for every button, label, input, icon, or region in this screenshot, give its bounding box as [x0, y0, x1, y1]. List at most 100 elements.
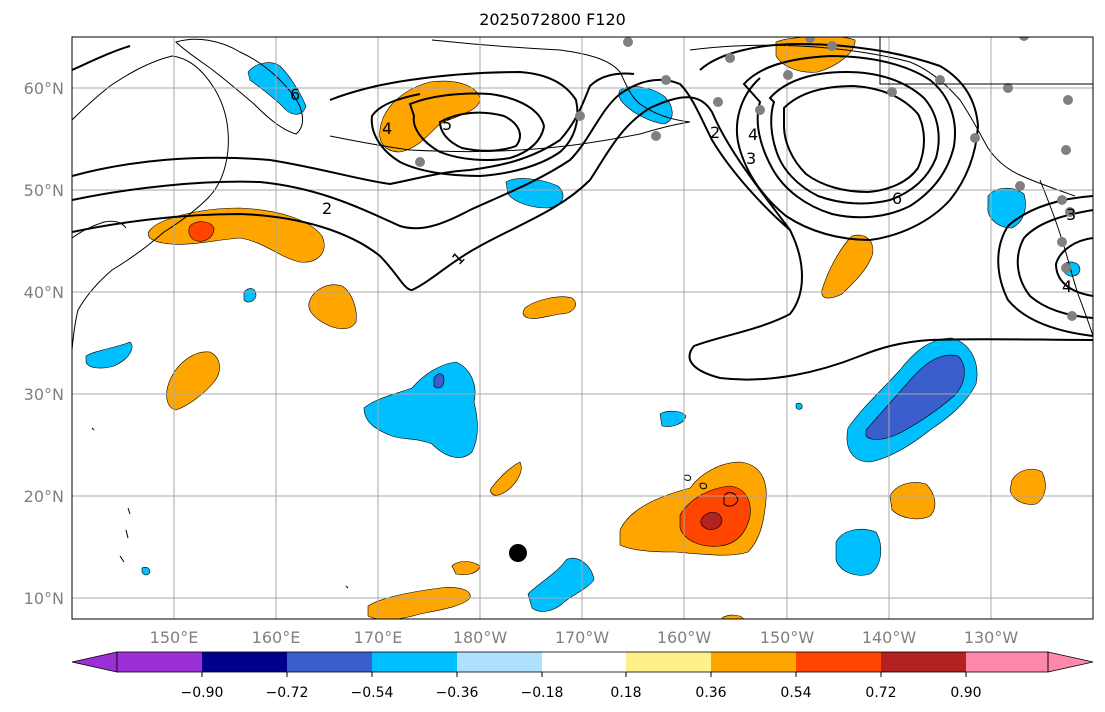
negative-anomaly-area: [433, 373, 445, 389]
colorbar: −0.90 −0.72 −0.54 −0.36 −0.18 0.18 0.36 …: [71, 651, 1094, 701]
station-marker: [1063, 95, 1073, 105]
colorbar-segment: [372, 652, 457, 672]
positive-anomaly-area: [166, 351, 220, 411]
contour-line: [768, 70, 940, 205]
lat-tick-label: 60°N: [24, 79, 64, 98]
contour-line: [1016, 209, 1093, 319]
colorbar-label: 0.72: [865, 685, 896, 701]
station-marker: [713, 97, 723, 107]
station-marker: [805, 37, 815, 43]
contour-label: 6: [892, 189, 902, 208]
negative-anomaly-area: [865, 354, 965, 440]
lat-tick-label: 40°N: [24, 283, 64, 302]
graticule: [72, 37, 1093, 619]
station-marker: [827, 41, 837, 51]
lon-tick-label: 160°W: [657, 628, 712, 647]
colorbar-segment: [202, 652, 287, 672]
kamchatka-coastline: [175, 38, 303, 135]
station-marker: [887, 87, 897, 97]
positive-anomaly-area: [308, 284, 357, 330]
station-marker: [1061, 145, 1071, 155]
negative-anomaly-area: [505, 178, 564, 209]
station-marker: [970, 133, 980, 143]
colorbar-label: −0.72: [266, 685, 309, 701]
lon-tick-label: 140°W: [862, 628, 917, 647]
colorbar-extend-high: [1047, 651, 1094, 673]
colorbar-label: −0.36: [436, 685, 479, 701]
station-marker: [623, 37, 633, 47]
positive-anomaly-area: [889, 482, 936, 520]
political-borders: [879, 37, 1093, 85]
colorbar-segment: [287, 652, 372, 672]
lat-tick-label: 50°N: [24, 181, 64, 200]
colorbar-segment: [881, 652, 966, 672]
station-marker: [1065, 207, 1075, 217]
contour-label: 5: [442, 115, 452, 134]
negative-anomaly-area: [141, 566, 151, 576]
station-marker: [1057, 195, 1067, 205]
station-marker: [783, 70, 793, 80]
longitude-labels: 150°E 160°E 170°E 180°W 170°W 160°W 150°…: [150, 628, 1019, 647]
colorbar-ticks: [201, 672, 967, 677]
station-marker: [1015, 181, 1025, 191]
contour-line: [408, 92, 546, 161]
asia-coastline: [72, 55, 229, 351]
colorbar-extend-low: [71, 651, 118, 673]
positive-anomaly-area: [489, 461, 522, 496]
lon-tick-label: 180°W: [453, 628, 508, 647]
hawaii-island: [699, 482, 707, 490]
negative-anomaly-area: [363, 361, 478, 458]
contour-label: 4: [748, 125, 758, 144]
colorbar-segment: [711, 652, 796, 672]
hawaii-island: [683, 474, 691, 481]
aleutian-chain: [329, 121, 691, 152]
colorbar-label: −0.90: [181, 685, 224, 701]
station-marker: [651, 131, 661, 141]
colorbar-segment: [542, 652, 626, 672]
station-marker: [1057, 237, 1067, 247]
station-marker: [1003, 83, 1013, 93]
lon-tick-label: 160°E: [252, 628, 301, 647]
lon-tick-label: 150°W: [760, 628, 815, 647]
colorbar-segment: [626, 652, 711, 672]
contour-line: [72, 72, 635, 186]
station-markers: [415, 37, 1077, 321]
lon-tick-label: 170°W: [555, 628, 610, 647]
lat-tick-label: 30°N: [24, 385, 64, 404]
positive-anomaly-area: [147, 207, 325, 263]
colorbar-label: 0.36: [695, 685, 726, 701]
negative-anomaly-area: [987, 187, 1026, 229]
negative-anomaly-area: [835, 529, 882, 576]
contour-label: 4: [382, 119, 392, 138]
anomaly-shading: [85, 37, 1081, 619]
black-dot-marker: [509, 544, 527, 562]
negative-anomaly-area: [659, 410, 687, 427]
station-marker: [725, 53, 735, 63]
station-marker: [415, 157, 425, 167]
colorbar-label: 0.90: [950, 685, 981, 701]
contours: [72, 42, 1093, 381]
negative-anomaly-area: [85, 341, 133, 369]
positive-anomaly-area: [522, 296, 576, 319]
alaska-coastline: [689, 44, 1076, 197]
lon-tick-label: 170°E: [354, 628, 403, 647]
colorbar-segment: [457, 652, 542, 672]
lat-tick-label: 10°N: [24, 589, 64, 608]
colorbar-label: −0.18: [521, 685, 564, 701]
contour-line: [72, 45, 131, 71]
lon-tick-label: 130°W: [964, 628, 1019, 647]
colorbar-segment: [966, 652, 1048, 672]
station-marker: [1019, 37, 1029, 41]
colorbar-segment: [117, 652, 202, 672]
positive-anomaly-area: [700, 511, 723, 530]
contour-line: [72, 78, 791, 231]
contour-label: 3: [1066, 205, 1076, 224]
contour-line: [329, 70, 579, 178]
station-marker: [1061, 263, 1071, 273]
contour-label: 2: [322, 199, 332, 218]
contour-label: 6: [290, 85, 300, 104]
positive-anomaly-area: [379, 80, 481, 153]
positive-anomaly-area: [188, 221, 215, 242]
